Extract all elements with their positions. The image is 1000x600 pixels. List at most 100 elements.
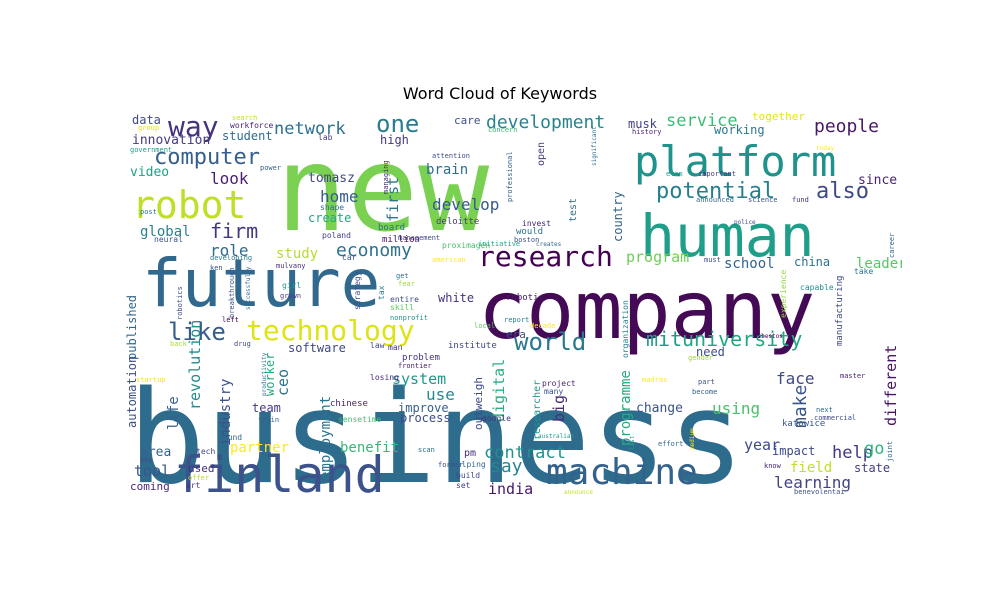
word-musk: musk [628, 117, 658, 131]
word-people: people [814, 116, 879, 137]
word-area: area [140, 445, 171, 460]
word-police: police [734, 219, 756, 226]
wordcloud-canvas: business new company future human finland plat… [126, 110, 902, 500]
word-improve: improve [398, 401, 449, 415]
word-ceo: ceo [274, 369, 292, 396]
word-tax: tax [377, 285, 386, 300]
word-digital: digital [490, 359, 508, 422]
word-benefit: benefit [340, 440, 399, 456]
word-power: power [260, 164, 281, 172]
word-together: together [752, 110, 805, 123]
word-post: post [140, 208, 157, 216]
word-help: help [832, 443, 873, 463]
word-year: year [744, 436, 780, 454]
word-employment: employment [318, 396, 334, 480]
word-million: million [382, 235, 420, 245]
word-found: found [218, 433, 242, 442]
word-look: look [210, 169, 249, 188]
word-world: world [514, 328, 586, 356]
word-get: get [396, 272, 409, 280]
word-computer: computer [154, 145, 260, 170]
word-global: global [140, 224, 191, 240]
word-future: future [142, 245, 380, 322]
word-key: key [140, 456, 153, 464]
word-train: train [258, 416, 279, 424]
word-create: create [308, 211, 351, 225]
word-back: back [170, 340, 188, 348]
word-concern: concern [488, 126, 518, 134]
word-data: data [132, 113, 161, 127]
word-former: former [438, 461, 463, 469]
word-grown: grown [280, 292, 301, 300]
word-announce: announce [564, 489, 593, 496]
word-business: business [128, 364, 745, 500]
word-technology: technology [246, 314, 415, 347]
word-life: life [166, 396, 182, 430]
word-entire: entire [390, 295, 419, 304]
word-change: change [636, 401, 683, 416]
word-using: using [712, 399, 760, 418]
word-outweigh: outweigh [472, 377, 485, 430]
word-helping: helping [452, 460, 486, 469]
word-chinese: chinese [330, 399, 368, 409]
word-role: role [210, 241, 249, 260]
word-ken: ken [210, 264, 223, 272]
word-girl: girl [282, 281, 301, 290]
word-strategy: strategy [353, 271, 362, 310]
word-drug: drug [234, 340, 251, 348]
word-one: one [376, 110, 419, 138]
word-report: report [504, 316, 529, 324]
word-say: say [490, 456, 523, 477]
word-home: home [320, 187, 359, 206]
word-scan: scan [418, 446, 435, 454]
word-attention: attention [432, 152, 470, 160]
word-program: program [626, 248, 689, 266]
word-effort: effort [658, 440, 683, 448]
word-left: left [222, 316, 239, 324]
word-used: used [188, 462, 215, 475]
word-organization: organization [621, 300, 630, 358]
word-management: management [398, 234, 440, 242]
word-revolution: revolution [186, 320, 204, 410]
word-important: important [698, 170, 736, 178]
word-know: know [764, 462, 782, 470]
word-finland: finland [174, 446, 385, 500]
word-research: research [478, 240, 613, 273]
word-offer: offer [188, 474, 209, 482]
word-published: published [126, 295, 139, 360]
word-study: study [276, 246, 318, 262]
word-university: university [682, 327, 802, 351]
word-leader: leader [856, 256, 902, 272]
word-network: network [274, 119, 346, 139]
word-project: project [542, 379, 576, 388]
word-breakthrough: breakthrough [228, 267, 236, 318]
word-creates: creates [536, 241, 562, 248]
word-different: different [882, 345, 900, 426]
word-commercial: commercial [814, 414, 856, 422]
word-student: student [222, 129, 273, 143]
word-elon: elon [666, 170, 683, 178]
word-government: government [130, 146, 172, 154]
word-fear: fear [398, 280, 415, 288]
word-developing: developing [210, 254, 252, 262]
word-significant: significant [591, 126, 598, 166]
word-google: google [482, 414, 511, 423]
word-contract: contract [484, 443, 566, 463]
word-potential: potential [656, 179, 775, 204]
word-law: law [370, 341, 385, 350]
word-develop: develop [432, 195, 499, 214]
word-institute: institute [448, 341, 497, 351]
word-white: white [438, 291, 474, 305]
word-today: today [816, 145, 834, 152]
word-era: era [506, 328, 526, 341]
word-become: become [692, 388, 717, 396]
word-frontier: frontier [398, 362, 432, 370]
word-must: must [704, 256, 721, 264]
word-automation: automation [126, 356, 139, 428]
word-manufacturing: manufacturing [835, 276, 845, 346]
word-field: field [790, 460, 832, 476]
word-since: since [858, 173, 897, 188]
word-open: open [536, 142, 547, 166]
